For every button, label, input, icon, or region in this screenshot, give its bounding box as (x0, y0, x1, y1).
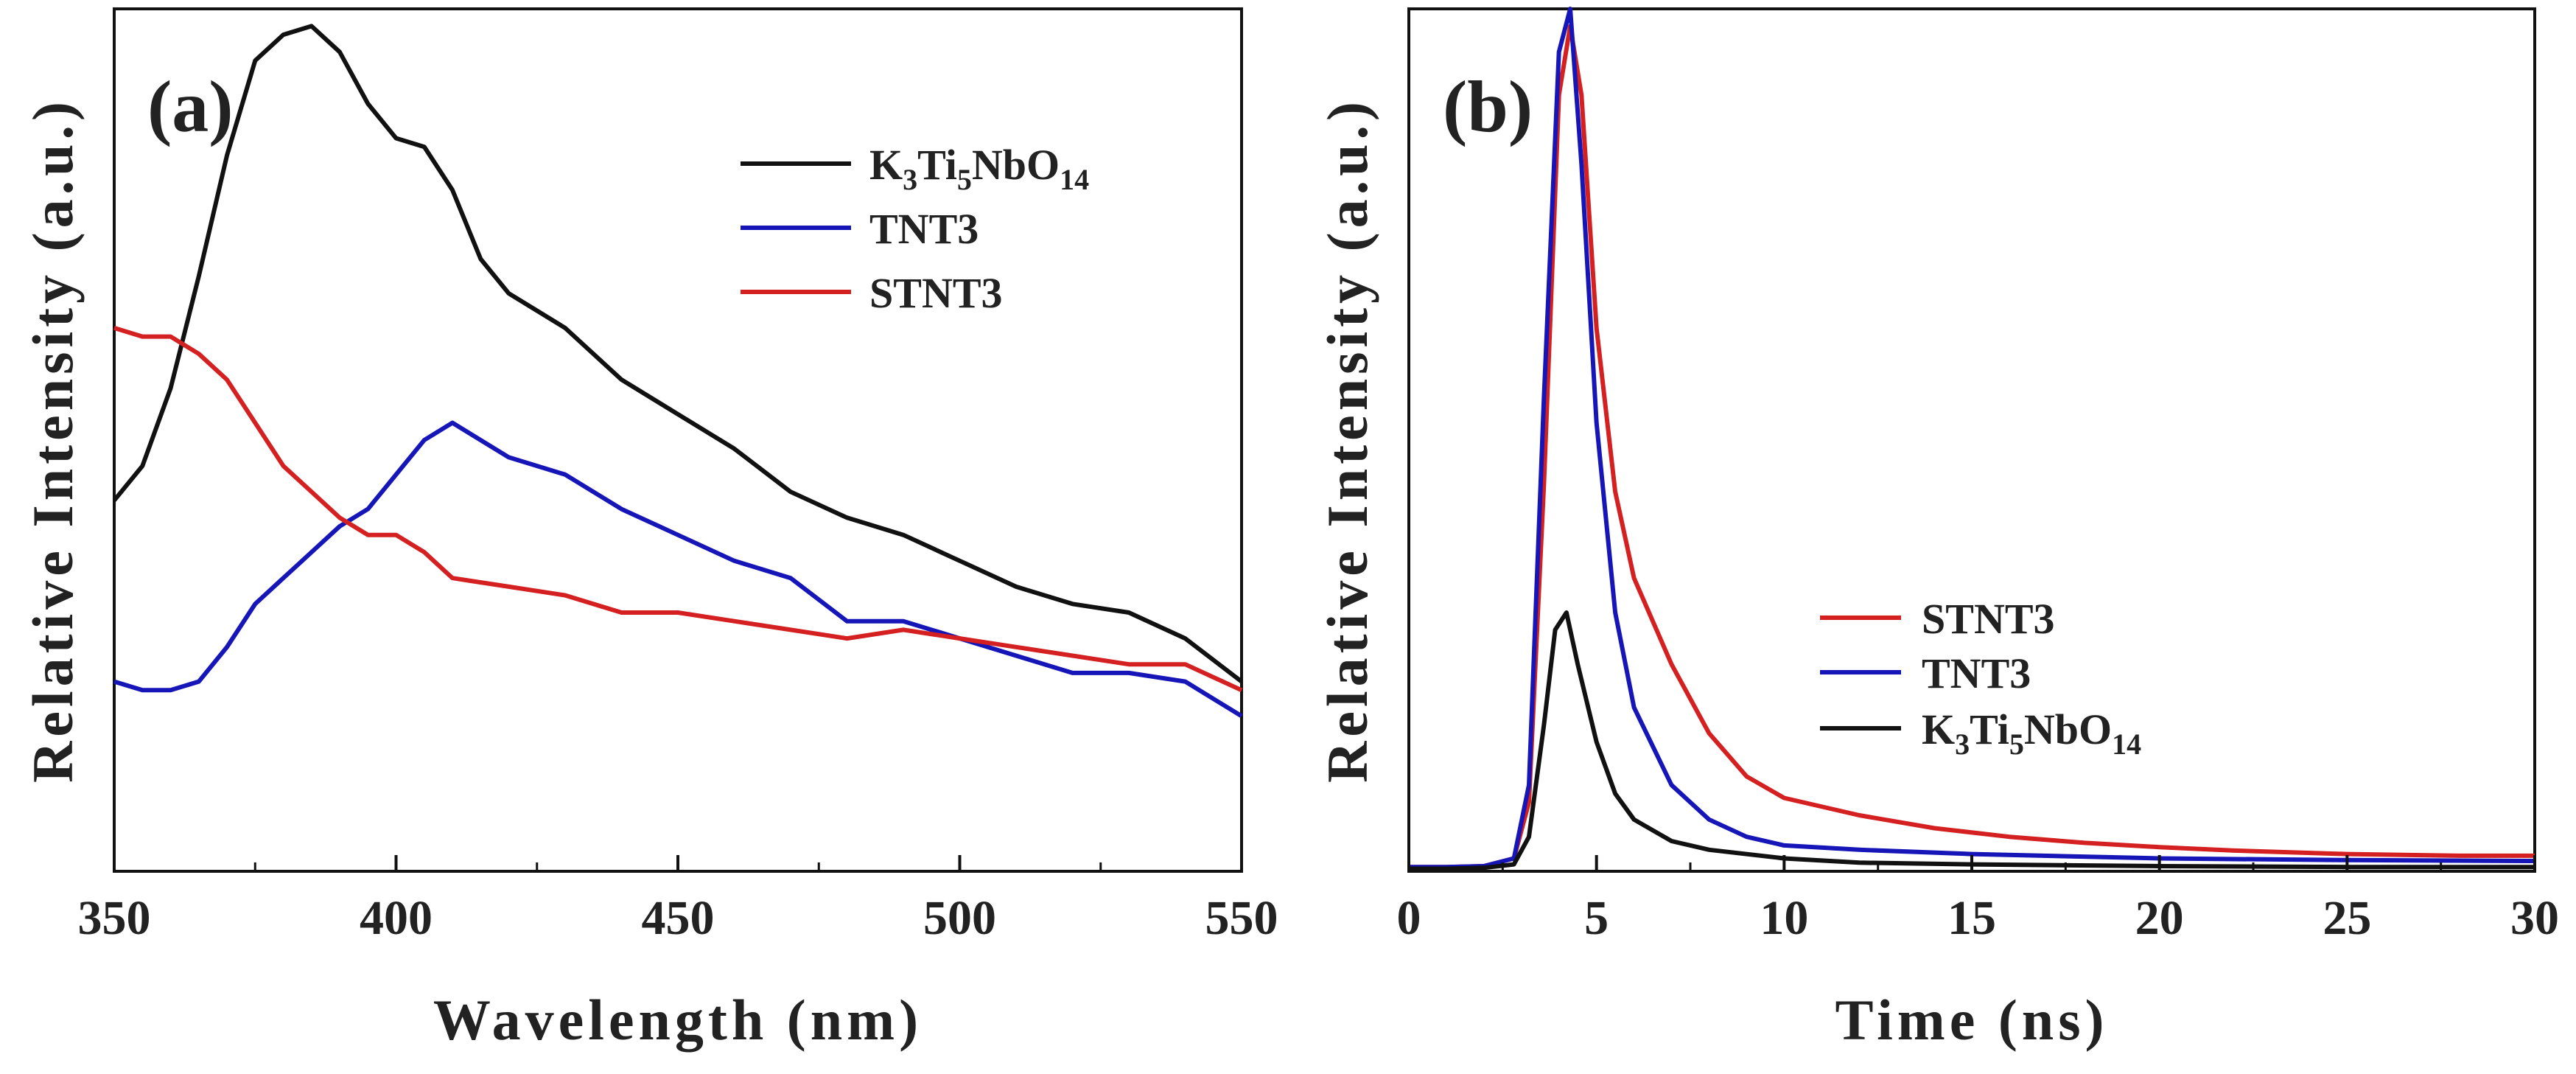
x-ticks-a: 350 400 450 500 550 (78, 855, 1278, 945)
x-tick-label-b-10: 10 (1760, 891, 1808, 945)
series-line-stnt3-b (1409, 24, 2535, 870)
x-tick-label-b-15: 15 (1947, 891, 1996, 945)
x-tick-label-b-0: 0 (1397, 891, 1421, 945)
x-tick-label-a-400: 400 (360, 891, 433, 945)
legend-label-tnt3-b: TNT3 (1922, 649, 2031, 697)
x-axis-label-b: Time (ns) (1835, 988, 2108, 1052)
x-tick-label-a-450: 450 (642, 891, 715, 945)
series-line-k3ti5nbo14-b (1409, 610, 2535, 871)
x-tick-label-a-350: 350 (78, 891, 151, 945)
x-tick-label-a-500: 500 (923, 891, 996, 945)
legend-label-stnt3-b: STNT3 (1922, 595, 2055, 643)
series-line-tnt3-a (113, 420, 1243, 718)
series-line-tnt3-b (1409, 7, 2535, 870)
legend-label-stnt3-a: STNT3 (869, 269, 1003, 317)
panel-label-b: (b) (1443, 66, 1533, 147)
x-tick-label-b-25: 25 (2323, 891, 2371, 945)
legend-label-tnt3-a: TNT3 (869, 205, 979, 253)
y-axis-label-b: Relative Intensity (a.u.) (1315, 97, 1379, 783)
lines-b (1409, 7, 2535, 871)
panel-b: 0 5 10 15 20 25 30 (b) Relative Intensity (a.u… (1315, 7, 2559, 1052)
x-tick-label-b-30: 30 (2510, 891, 2559, 945)
legend-label-k3-b: K3Ti5NbO14 (1922, 705, 2141, 761)
series-line-k3ti5nbo14-a (112, 24, 1243, 683)
x-ticks-b: 0 5 10 15 20 25 30 (1397, 855, 2559, 945)
x-tick-label-b-20: 20 (2135, 891, 2184, 945)
x-tick-label-b-5: 5 (1584, 891, 1609, 945)
panel-label-a: (a) (147, 66, 234, 147)
legend-b: STNT3 TNT3 K3Ti5NbO14 (1820, 595, 2141, 761)
x-tick-label-a-550: 550 (1205, 891, 1278, 945)
plot-frame-a (113, 7, 1243, 873)
y-axis-label-a: Relative Intensity (a.u.) (21, 97, 85, 783)
legend-a: K3Ti5NbO14 TNT3 STNT3 (741, 141, 1089, 317)
legend-label-k3-a: K3Ti5NbO14 (869, 141, 1089, 196)
series-line-stnt3-a (113, 326, 1243, 693)
panel-a: 350 400 450 500 550 (a) Relative Intensity (… (21, 7, 1278, 1052)
lines-a (112, 24, 1243, 718)
x-axis-label-a: Wavelength (nm) (433, 988, 923, 1052)
